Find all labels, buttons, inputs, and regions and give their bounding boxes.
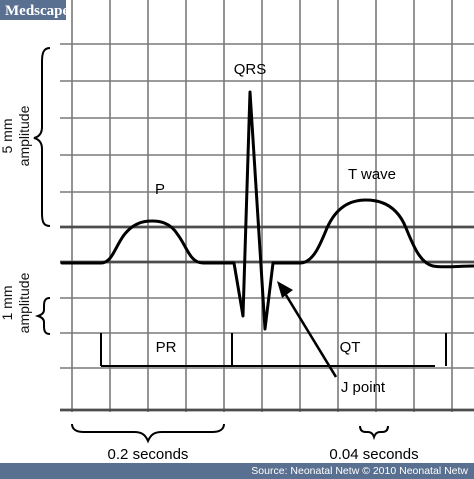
interval-bracket <box>100 333 447 367</box>
pr-interval-bracket <box>100 333 447 367</box>
brand-logo-text: Medscape <box>5 3 69 19</box>
curly-brace-icon <box>71 423 225 444</box>
qrs-label: QRS <box>234 61 267 78</box>
pr-label: PR <box>156 339 177 356</box>
ecg-trace <box>60 90 474 331</box>
five-mm-amplitude-brace <box>33 47 51 227</box>
arrow-line <box>284 294 338 378</box>
j-point-label: J point <box>341 379 386 396</box>
five-mm-label-line-2: amplitude <box>16 105 32 166</box>
four-hundredths-seconds-brace <box>359 425 389 441</box>
p-wave-label: P <box>155 181 165 198</box>
five-mm-amplitude-label: 5 mm amplitude <box>0 105 32 166</box>
arrow-head-icon <box>277 281 293 298</box>
four-hundredths-seconds-label: 0.04 seconds <box>329 446 418 463</box>
two-tenths-seconds-brace <box>71 423 225 444</box>
two-tenths-seconds-label: 0.2 seconds <box>108 446 189 463</box>
j-point-arrow <box>277 281 338 378</box>
source-credit: Source: Neonatal Netw © 2010 Neonatal Ne… <box>251 465 468 477</box>
one-mm-label-line-1: 1 mm <box>0 286 15 321</box>
source-footer: Source: Neonatal Netw © 2010 Neonatal Ne… <box>0 463 474 479</box>
brand-background <box>0 0 66 20</box>
footer-background <box>0 463 474 479</box>
five-mm-label-line-1: 5 mm <box>0 119 15 154</box>
curly-brace-icon <box>33 47 51 227</box>
one-mm-amplitude-brace <box>34 297 51 335</box>
one-mm-label-line-2: amplitude <box>16 272 32 333</box>
one-mm-amplitude-label: 1 mm amplitude <box>0 272 32 333</box>
t-wave-label: T wave <box>348 166 396 183</box>
curly-brace-icon <box>359 425 389 441</box>
curly-brace-icon <box>34 297 51 335</box>
qt-label: QT <box>340 339 361 356</box>
brand-bar: Medscape <box>0 0 69 20</box>
